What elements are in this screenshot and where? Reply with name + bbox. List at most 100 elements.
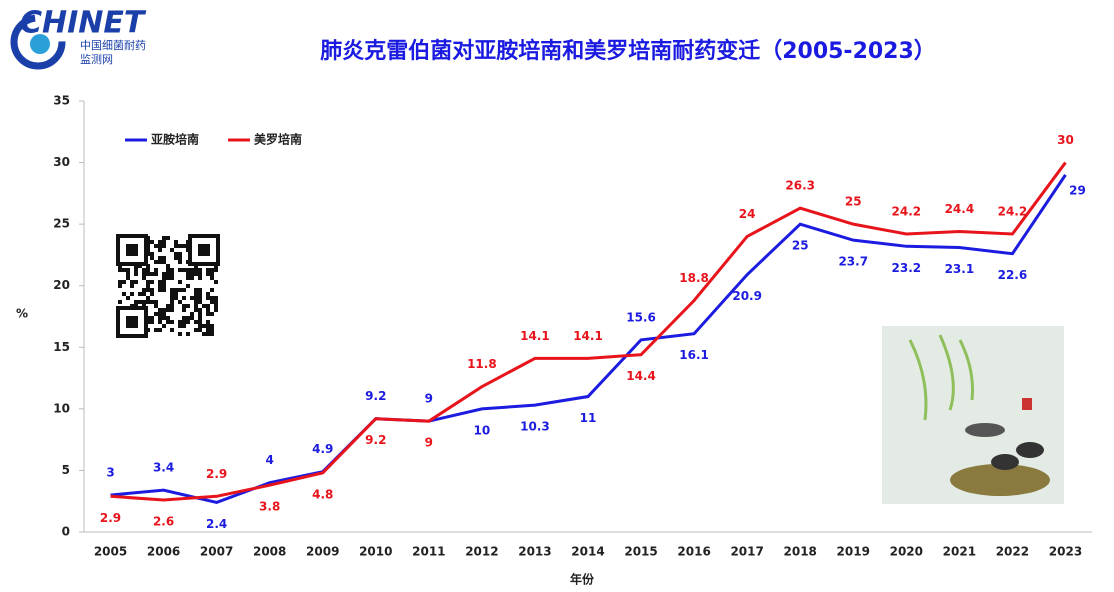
y-tick-label: 10 — [53, 401, 70, 415]
qr-cell — [186, 268, 190, 272]
qr-cell — [150, 272, 154, 276]
qr-cell — [166, 236, 170, 240]
qr-finder — [126, 316, 138, 328]
data-label: 23.1 — [945, 262, 975, 276]
data-label: 22.6 — [998, 268, 1028, 282]
qr-cell — [174, 252, 178, 256]
qr-cell — [194, 308, 198, 312]
qr-cell — [146, 288, 150, 292]
logo-icon — [30, 34, 50, 54]
qr-cell — [178, 324, 182, 328]
qr-cell — [150, 280, 154, 284]
qr-cell — [118, 300, 122, 304]
qr-cell — [166, 320, 170, 324]
qr-cell — [158, 288, 162, 292]
qr-cell — [170, 308, 174, 312]
qr-cell — [186, 304, 190, 308]
qr-cell — [146, 280, 150, 284]
qr-cell — [214, 280, 218, 284]
qr-cell — [166, 308, 170, 312]
qr-cell — [126, 272, 130, 276]
qr-cell — [182, 268, 186, 272]
qr-cell — [194, 328, 198, 332]
qr-cell — [206, 312, 210, 316]
qr-cell — [174, 288, 178, 292]
data-label: 14.1 — [573, 329, 603, 343]
qr-cell — [170, 276, 174, 280]
qr-cell — [210, 288, 214, 292]
x-tick-label: 2011 — [412, 545, 445, 559]
qr-cell — [170, 268, 174, 272]
qr-cell — [210, 324, 214, 328]
qr-cell — [158, 308, 162, 312]
qr-cell — [130, 280, 134, 284]
qr-cell — [130, 284, 134, 288]
logo: CHINET 中国细菌耐药 监测网 — [10, 6, 147, 70]
qr-cell — [146, 300, 150, 304]
qr-cell — [142, 288, 146, 292]
qr-cell — [118, 280, 122, 284]
painting — [882, 326, 1064, 504]
qr-cell — [214, 268, 218, 272]
qr-cell — [134, 280, 138, 284]
qr-cell — [154, 260, 158, 264]
qr-cell — [162, 272, 166, 276]
data-label: 29 — [1069, 183, 1086, 197]
qr-cell — [214, 296, 218, 300]
qr-cell — [206, 328, 210, 332]
data-label: 9.2 — [365, 389, 386, 403]
qr-cell — [166, 316, 170, 320]
qr-cell — [194, 300, 198, 304]
qr-cell — [210, 272, 214, 276]
qr-cell — [206, 292, 210, 296]
y-axis-label: % — [16, 307, 28, 321]
painting-duck — [965, 423, 1005, 437]
x-tick-label: 2005 — [94, 545, 127, 559]
y-tick-label: 0 — [62, 525, 70, 539]
x-tick-label: 2012 — [465, 545, 498, 559]
qr-cell — [162, 288, 166, 292]
qr-cell — [126, 296, 130, 300]
data-label: 14.4 — [626, 369, 656, 383]
y-tick-label: 35 — [53, 94, 70, 108]
data-label: 26.3 — [785, 179, 815, 193]
x-tick-label: 2022 — [996, 545, 1029, 559]
x-axis-label: 年份 — [570, 572, 595, 587]
painting-duck — [1016, 442, 1044, 458]
qr-finder — [126, 244, 138, 256]
qr-cell — [154, 272, 158, 276]
qr-cell — [198, 268, 202, 272]
qr-cell — [178, 320, 182, 324]
qr-cell — [198, 272, 202, 276]
qr-cell — [162, 276, 166, 280]
y-tick-label: 25 — [53, 217, 70, 231]
qr-cell — [142, 268, 146, 272]
qr-cell — [178, 332, 182, 336]
qr-cell — [142, 300, 146, 304]
x-tick-label: 2015 — [624, 545, 657, 559]
data-label: 11 — [580, 411, 597, 425]
qr-cell — [186, 320, 190, 324]
y-tick-label: 20 — [53, 278, 70, 292]
qr-cell — [210, 332, 214, 336]
qr-cell — [138, 292, 142, 296]
data-label: 4.8 — [312, 487, 333, 501]
qr-finder — [198, 244, 210, 256]
legend-label: 亚胺培南 — [151, 132, 199, 147]
qr-cell — [198, 320, 202, 324]
qr-cell — [134, 300, 138, 304]
x-tick-label: 2013 — [518, 545, 551, 559]
qr-cell — [214, 300, 218, 304]
x-tick-label: 2017 — [730, 545, 763, 559]
qr-cell — [154, 244, 158, 248]
data-label: 2.4 — [206, 517, 227, 531]
logo-text: 中国细菌耐药 — [80, 39, 146, 52]
qr-cell — [194, 288, 198, 292]
qr-cell — [150, 240, 154, 244]
qr-cell — [182, 316, 186, 320]
qr-cell — [158, 240, 162, 244]
qr-cell — [158, 244, 162, 248]
qr-cell — [194, 272, 198, 276]
qr-cell — [122, 292, 126, 296]
qr-cell — [202, 332, 206, 336]
